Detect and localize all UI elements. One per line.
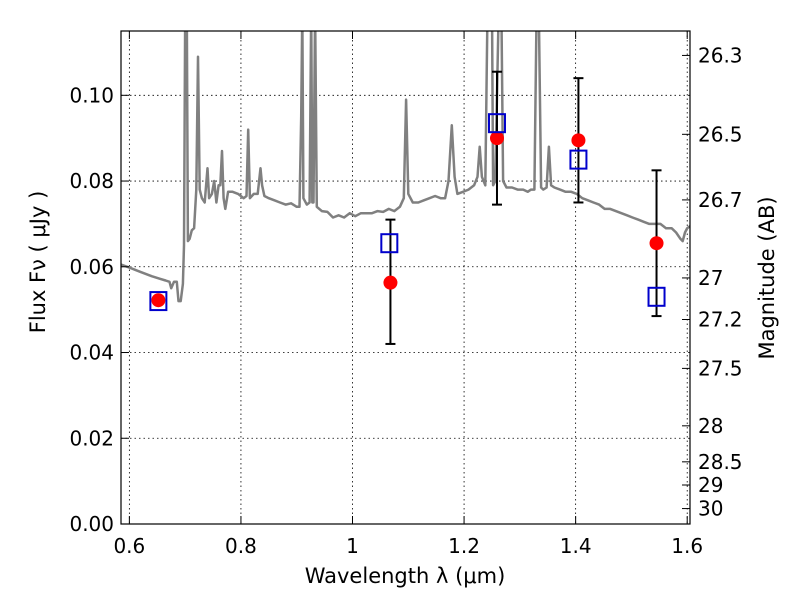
model-square [647,286,666,307]
model-squares [149,113,666,312]
observed-point [151,293,166,308]
y-axis-label: Flux Fν ( μJy ) [26,191,50,334]
plot-area [121,31,690,345]
model-square [569,149,588,170]
right-tick-label: 27.5 [698,356,743,380]
model-square [487,113,506,134]
x-tick-label: 0.8 [225,534,257,558]
right-tick-label: 29 [698,473,723,497]
right-tick-label: 26.3 [698,43,743,67]
right-tick-label: 26.5 [698,122,743,146]
right-tick-label: 26.7 [698,188,743,212]
y-tick-label: 0.02 [69,426,114,450]
y-tick-label: 0.10 [69,83,114,107]
x-tick-label: 1.2 [448,534,480,558]
right-tick-label: 28 [698,414,723,438]
x-tick-label: 1.6 [671,534,703,558]
x-tick-label: 0.6 [113,534,145,558]
right-tick-label: 30 [698,497,723,521]
observed-point [571,133,586,148]
right-tick-label: 27.2 [698,308,743,332]
y-tick-label: 0.08 [69,169,114,193]
right-tick-label: 28.5 [698,450,743,474]
error-bars [385,70,662,345]
model-square [380,233,399,254]
model-spectrum-line [121,31,690,303]
y-tick-label: 0.04 [69,341,114,365]
model-square [149,291,168,312]
observed-point [649,236,664,251]
x-tick-label: 1 [346,534,359,558]
right-tick-label: 27 [698,266,723,290]
y-axis-ticks: 0.00 0.02 0.04 0.06 0.08 0.10 [69,83,129,536]
y-tick-label: 0.00 [69,512,114,536]
x-tick-label: 1.4 [560,534,592,558]
x-axis-label: Wavelength λ (μm) [305,564,506,588]
observed-point [383,275,398,290]
observed-point [489,131,504,146]
x-axis-ticks: 0.6 0.8 1 1.2 1.4 1.6 [113,31,703,558]
y-tick-label: 0.06 [69,255,114,279]
observed-points [151,131,664,308]
right-axis-label: Magnitude (AB) [755,196,779,359]
